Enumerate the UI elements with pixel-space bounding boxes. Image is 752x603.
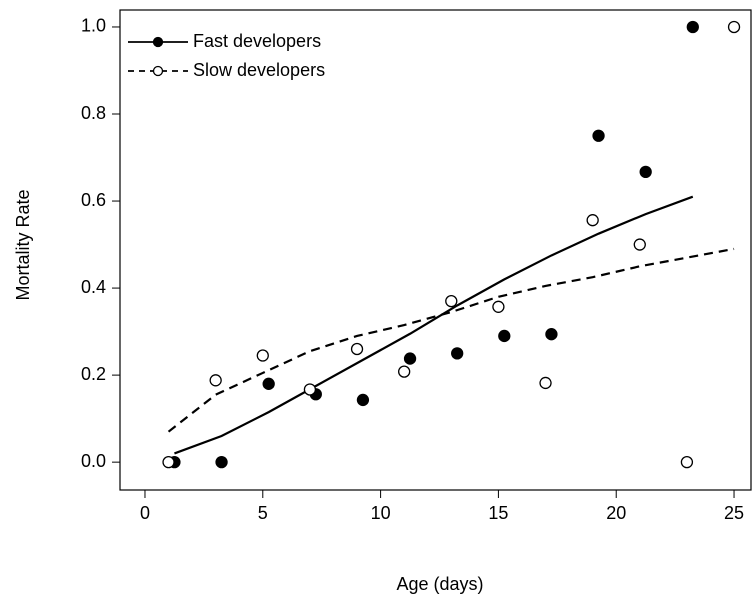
data-point <box>586 214 599 227</box>
legend-label: Slow developers <box>193 60 325 80</box>
x-tick-label: 10 <box>371 503 391 523</box>
y-tick-label: 1.0 <box>81 16 106 36</box>
data-point <box>686 20 699 34</box>
plot-frame <box>119 9 752 491</box>
x-axis-label: Age (days) <box>396 574 483 594</box>
data-point <box>256 349 269 362</box>
x-tick-label: 0 <box>140 503 150 523</box>
data-point <box>356 393 370 407</box>
x-tick-label: 15 <box>488 503 508 523</box>
legend-marker <box>152 36 164 48</box>
data-point <box>262 377 275 390</box>
data-point <box>633 238 646 251</box>
data-point <box>445 294 458 308</box>
legend-marker <box>152 65 164 77</box>
data-point <box>592 129 605 142</box>
data-point <box>403 352 417 365</box>
data-point <box>303 383 317 396</box>
x-tick-label: 20 <box>606 503 626 523</box>
legend-label: Fast developers <box>193 31 321 51</box>
data-point <box>350 342 364 356</box>
y-axis-label: Mortality Rate <box>13 189 33 300</box>
y-tick-label: 0.8 <box>81 103 106 123</box>
y-tick-label: 0.6 <box>81 190 106 210</box>
data-point <box>639 165 652 179</box>
data-point <box>398 365 411 378</box>
data-point <box>680 455 694 469</box>
y-tick-label: 0.4 <box>81 277 106 297</box>
x-tick-label: 5 <box>258 503 268 523</box>
y-tick-label: 0.0 <box>81 451 106 471</box>
data-point <box>215 455 228 469</box>
data-point <box>209 374 222 387</box>
data-point <box>539 376 552 390</box>
data-point <box>545 328 558 341</box>
x-tick-label: 25 <box>724 503 744 523</box>
fit-line <box>174 195 694 455</box>
data-point <box>498 329 511 343</box>
data-point <box>162 455 175 469</box>
data-point <box>492 300 505 313</box>
y-tick-label: 0.2 <box>81 364 106 384</box>
data-point <box>451 347 464 360</box>
fit-line <box>167 247 735 433</box>
data-point <box>727 20 741 34</box>
